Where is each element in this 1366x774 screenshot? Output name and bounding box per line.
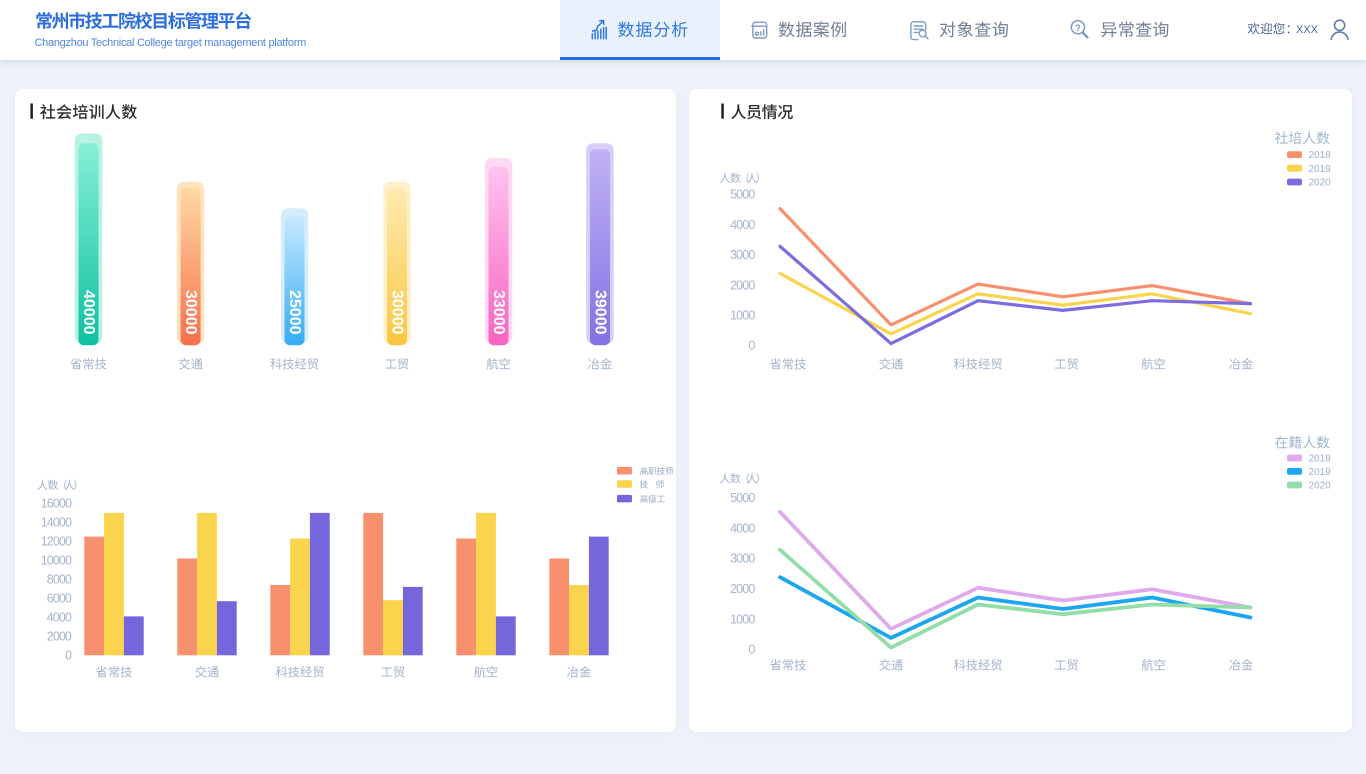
svg-text:2000: 2000 — [730, 278, 755, 292]
svg-text:3000: 3000 — [730, 248, 755, 262]
svg-text:8000: 8000 — [47, 573, 72, 587]
svg-text:2020: 2020 — [1309, 481, 1332, 492]
svg-text:0: 0 — [65, 649, 72, 663]
svg-text:Changzhou Technical College ta: Changzhou Technical College target manag… — [35, 37, 307, 49]
svg-text:0: 0 — [748, 643, 755, 657]
svg-text:2020: 2020 — [1309, 178, 1332, 189]
svg-text:25000: 25000 — [286, 290, 303, 335]
svg-text:4000: 4000 — [730, 218, 755, 232]
svg-text:10000: 10000 — [41, 554, 72, 568]
svg-text:30000: 30000 — [389, 290, 406, 335]
svg-text:2018: 2018 — [1309, 150, 1332, 161]
svg-text:12000: 12000 — [41, 535, 72, 549]
svg-text:30000: 30000 — [182, 290, 199, 335]
svg-text:2018: 2018 — [1309, 454, 1332, 465]
svg-text:39000: 39000 — [592, 290, 609, 335]
svg-text:40000: 40000 — [80, 290, 97, 335]
svg-text:XXX: XXX — [1296, 24, 1318, 36]
svg-text:3000: 3000 — [730, 552, 755, 566]
svg-text:2019: 2019 — [1309, 164, 1332, 175]
svg-text:2019: 2019 — [1309, 467, 1332, 478]
svg-text:2000: 2000 — [730, 582, 755, 596]
svg-text:?: ? — [1075, 23, 1081, 34]
svg-text:1000: 1000 — [730, 612, 755, 626]
svg-text:4000: 4000 — [47, 611, 72, 625]
svg-text:14000: 14000 — [41, 516, 72, 530]
svg-text:16000: 16000 — [41, 497, 72, 511]
svg-text:33000: 33000 — [490, 290, 507, 335]
svg-text:5000: 5000 — [730, 491, 755, 505]
svg-text:2000: 2000 — [47, 630, 72, 644]
svg-text:0: 0 — [748, 339, 755, 353]
svg-text:4000: 4000 — [730, 521, 755, 535]
svg-text:6000: 6000 — [47, 592, 72, 606]
svg-text:1000: 1000 — [730, 309, 755, 323]
svg-text:5000: 5000 — [730, 188, 755, 202]
